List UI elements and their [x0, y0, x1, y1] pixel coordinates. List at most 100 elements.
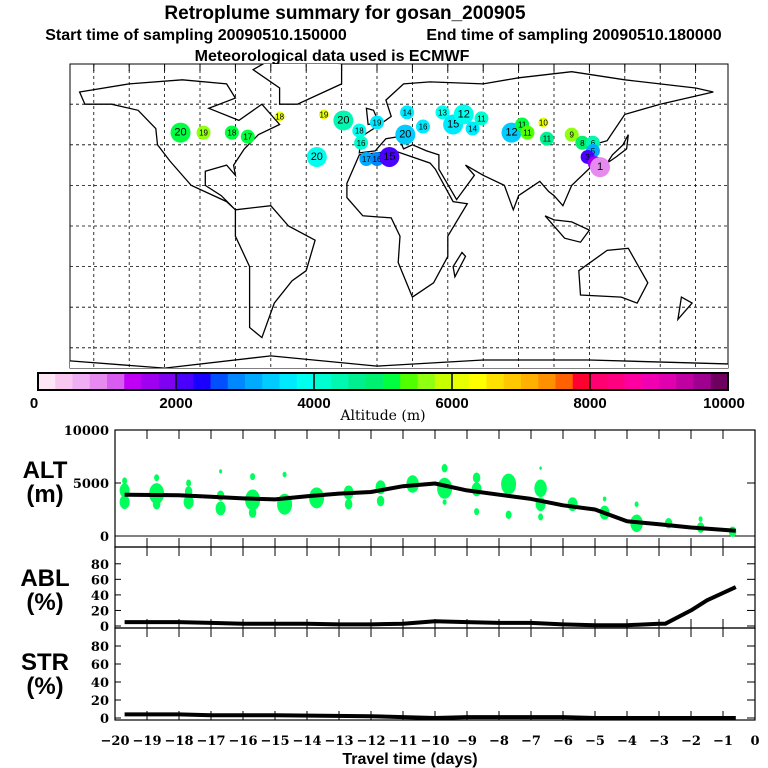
colorbar-tick-label: 6000	[435, 395, 468, 412]
particle-marker	[505, 510, 512, 519]
colorbar-swatch	[124, 373, 142, 390]
series-line-alt	[124, 481, 736, 533]
y-tick-label: 60	[91, 573, 109, 588]
particle-marker	[248, 507, 257, 518]
y-tick-label: 60	[91, 658, 109, 673]
end-time: End time of sampling 20090510.180000	[426, 27, 721, 44]
series-line-abl	[124, 585, 737, 628]
plume-day-label: 8	[580, 139, 585, 148]
particle-marker	[183, 495, 194, 510]
plume-point	[224, 125, 239, 140]
plume-day-label: 12	[505, 127, 517, 139]
colorbar-tick-label: 10000	[703, 395, 745, 412]
plume-day-label: 20	[174, 127, 186, 139]
colorbar-swatch	[641, 373, 660, 390]
x-tick-label: 0	[750, 734, 759, 749]
colorbar-swatch	[434, 373, 453, 390]
x-tick-label: −12	[357, 734, 386, 749]
colorbar-swatch	[607, 373, 625, 390]
plume-day-label: 11	[477, 114, 486, 123]
plume-day-label: 12	[458, 108, 470, 120]
alt-panel-unit: (m)	[26, 481, 63, 508]
colorbar-swatch	[331, 373, 349, 390]
plume-day-label: 17	[243, 133, 252, 142]
particle-marker	[309, 487, 325, 509]
plume-day-label: 20	[399, 129, 411, 141]
plume-day-label: 16	[373, 155, 382, 164]
x-tick-label: −3	[649, 734, 669, 749]
plume-day-label: 1	[597, 161, 603, 173]
plume-point	[318, 109, 329, 120]
colorbar-swatch	[383, 373, 401, 390]
x-tick-label: −2	[681, 734, 701, 749]
plume-day-label: 19	[373, 118, 382, 127]
plume-day-label: 16	[419, 123, 428, 132]
x-tick-label: −7	[521, 734, 541, 749]
colorbar-swatch	[348, 373, 367, 390]
colorbar-swatch	[176, 373, 194, 390]
plume-day-label: 10	[539, 118, 548, 127]
continent-south-america	[234, 205, 316, 339]
y-tick-label: 80	[91, 640, 109, 655]
plume-day-label: 14	[403, 108, 412, 117]
colorbar-swatch	[693, 373, 712, 390]
colorbar-swatch	[72, 373, 91, 390]
particle-marker	[534, 479, 547, 498]
colorbar-swatch	[572, 373, 591, 390]
series-line-str	[124, 712, 736, 720]
particle-marker	[119, 495, 130, 510]
x-tick-label: −8	[489, 734, 509, 749]
colorbar-tick-label: 0	[30, 395, 38, 412]
plume-point	[370, 115, 384, 130]
particle-marker	[122, 477, 128, 485]
plume-point	[474, 111, 489, 126]
colorbar-swatch	[210, 373, 229, 390]
x-tick-label: −20	[101, 734, 130, 749]
y-tick-label: 10000	[64, 424, 109, 439]
plume-day-label: 11	[543, 135, 552, 144]
colorbar-swatch	[296, 373, 315, 390]
continent-greenland	[251, 64, 343, 105]
plume-day-label: 17	[362, 155, 371, 164]
plume-point	[395, 124, 416, 145]
colorbar-swatch	[486, 373, 505, 390]
colorbar-label: Altitude (m)	[339, 408, 425, 424]
plume-day-label: 9	[569, 131, 574, 140]
x-tick-label: −16	[229, 734, 258, 749]
plume-point	[400, 105, 415, 120]
particle-marker	[634, 501, 639, 508]
particle-marker	[219, 469, 223, 474]
plume-day-label: 19	[199, 129, 208, 138]
colorbar-swatch	[538, 373, 556, 390]
particle-marker	[538, 513, 544, 521]
plume-point	[538, 117, 549, 128]
plume-day-label: 20	[311, 151, 323, 163]
colorbar-swatch	[227, 373, 246, 390]
y-tick-label: 0	[100, 530, 109, 545]
particle-marker	[152, 498, 161, 510]
abl-panel-unit: (%)	[26, 589, 63, 616]
continent-new-zealand	[676, 296, 694, 322]
x-tick-label: −9	[457, 734, 477, 749]
panel-frame	[114, 627, 756, 721]
plume-day-label: 6	[591, 139, 596, 148]
colorbar-swatch	[624, 373, 643, 390]
particle-marker	[602, 496, 607, 502]
x-tick-label: −14	[293, 734, 322, 749]
colorbar-swatch	[555, 373, 574, 390]
particle-marker	[282, 471, 287, 478]
y-tick-label: 20	[91, 694, 109, 709]
continent-madagascar	[452, 251, 467, 279]
x-tick-label: −4	[617, 734, 637, 749]
plume-day-label: 15	[383, 151, 395, 163]
plume-point	[575, 135, 590, 150]
y-tick-label: 80	[91, 558, 109, 573]
plume-point	[590, 157, 611, 178]
plume-day-label: 15	[447, 119, 459, 131]
colorbar-swatch	[469, 373, 487, 390]
plume-day-label: 11	[518, 121, 527, 130]
colorbar-swatch	[262, 373, 280, 390]
